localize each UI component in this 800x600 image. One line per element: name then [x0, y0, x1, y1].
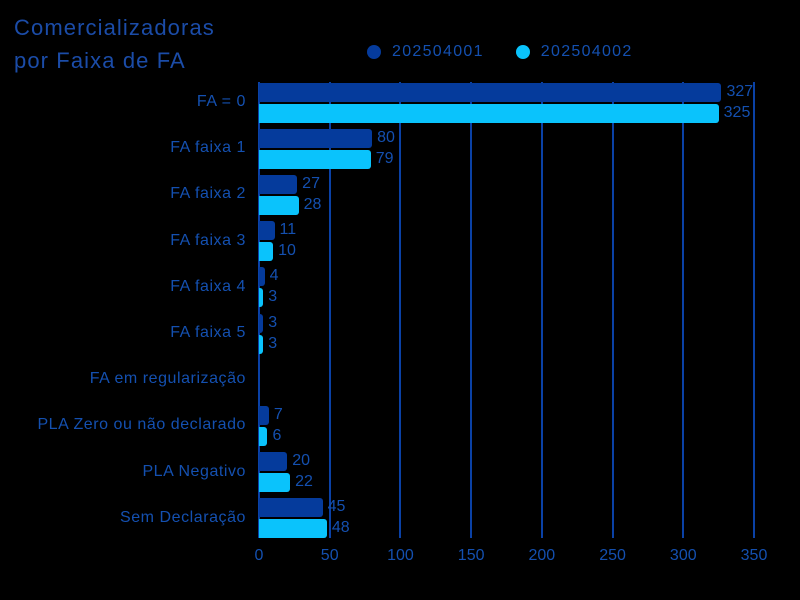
y-axis-label: FA faixa 2: [170, 185, 246, 203]
bar-202504001[interactable]: [259, 82, 722, 102]
legend-swatch-icon: [515, 45, 530, 59]
bar-202504002[interactable]: [259, 103, 719, 123]
legend-item-202504001[interactable]: 202504001: [367, 43, 484, 61]
bar-value-label: 48: [331, 519, 350, 537]
chart-title: Comercializadoras por Faixa de FA: [14, 11, 215, 77]
bar-202504001[interactable]: [259, 221, 275, 241]
y-axis-label: PLA Negativo: [142, 462, 246, 480]
bar-value-label: 10: [278, 242, 296, 260]
bar-value-label: 79: [375, 149, 394, 167]
bar-202504002[interactable]: [259, 334, 264, 354]
x-tick-label-350: 350: [740, 546, 768, 564]
x-tick-label-150: 150: [457, 546, 485, 564]
bar-value-label: 80: [377, 128, 395, 146]
y-axis-label: FA = 0: [196, 93, 246, 110]
bar-202504001[interactable]: [259, 405, 269, 425]
bar-202504001[interactable]: [259, 267, 265, 287]
bar-value-label: 4: [269, 267, 279, 285]
gridline-x-300: [682, 82, 685, 538]
bar-202504001[interactable]: [259, 452, 288, 472]
legend-item-202504002[interactable]: 202504002: [515, 43, 633, 61]
bar-value-label: 20: [292, 452, 311, 470]
gridline-x-250: [611, 82, 614, 538]
gridline-x-0: [258, 82, 260, 538]
bar-value-label: 325: [723, 103, 751, 121]
gridline-x-50: [328, 82, 331, 538]
bar-202504002[interactable]: [259, 195, 299, 215]
chart-title-line1: Comercializadoras: [14, 15, 215, 40]
bar-202504002[interactable]: [259, 519, 327, 539]
gridline-x-350: [753, 82, 755, 538]
y-axis-label: FA faixa 4: [170, 277, 246, 295]
x-tick-label-100: 100: [387, 546, 414, 564]
bar-value-label: 6: [272, 426, 282, 444]
bar-value-label: 22: [295, 473, 313, 491]
bar-202504001[interactable]: [259, 128, 373, 148]
bar-value-label: 327: [726, 82, 754, 100]
x-tick-label-250: 250: [599, 546, 626, 564]
bar-value-label: 3: [268, 288, 278, 306]
bar-202504001[interactable]: [259, 174, 298, 194]
legend-swatch-icon: [367, 45, 381, 59]
y-axis-label: FA faixa 5: [170, 324, 246, 341]
legend-label: 202504002: [540, 43, 633, 60]
x-tick-label-0: 0: [254, 546, 264, 564]
bar-202504002[interactable]: [259, 149, 371, 169]
bar-value-label: 45: [327, 498, 346, 516]
legend-label: 202504001: [392, 43, 484, 60]
bar-202504002[interactable]: [259, 242, 274, 262]
gridline-x-200: [540, 82, 543, 538]
bar-value-label: 3: [268, 313, 278, 331]
y-axis-label: FA faixa 3: [170, 231, 246, 249]
y-axis-label: FA em regularização: [89, 370, 246, 388]
y-axis-label: PLA Zero ou não declarado: [37, 416, 246, 434]
bar-value-label: 7: [273, 405, 283, 423]
y-axis-label: Sem Declaração: [120, 508, 246, 526]
legend: 202504001 202504002: [367, 43, 633, 61]
x-tick-label-200: 200: [528, 546, 556, 564]
bar-value-label: 3: [268, 334, 278, 352]
bar-value-label: 28: [303, 195, 322, 213]
y-axis-label: FA faixa 1: [170, 139, 246, 157]
gridline-x-100: [399, 82, 402, 538]
bar-202504002[interactable]: [259, 426, 268, 446]
bar-202504001[interactable]: [259, 313, 264, 333]
bar-value-label: 11: [279, 221, 297, 239]
bar-202504001[interactable]: [259, 498, 323, 518]
x-tick-label-300: 300: [669, 546, 697, 564]
bar-value-label: 27: [302, 174, 320, 192]
x-tick-label-50: 50: [320, 546, 339, 564]
bar-202504002[interactable]: [259, 288, 264, 308]
gridline-x-150: [470, 82, 473, 538]
chart-title-line2: por Faixa de FA: [14, 48, 186, 73]
bar-202504002[interactable]: [259, 473, 291, 493]
